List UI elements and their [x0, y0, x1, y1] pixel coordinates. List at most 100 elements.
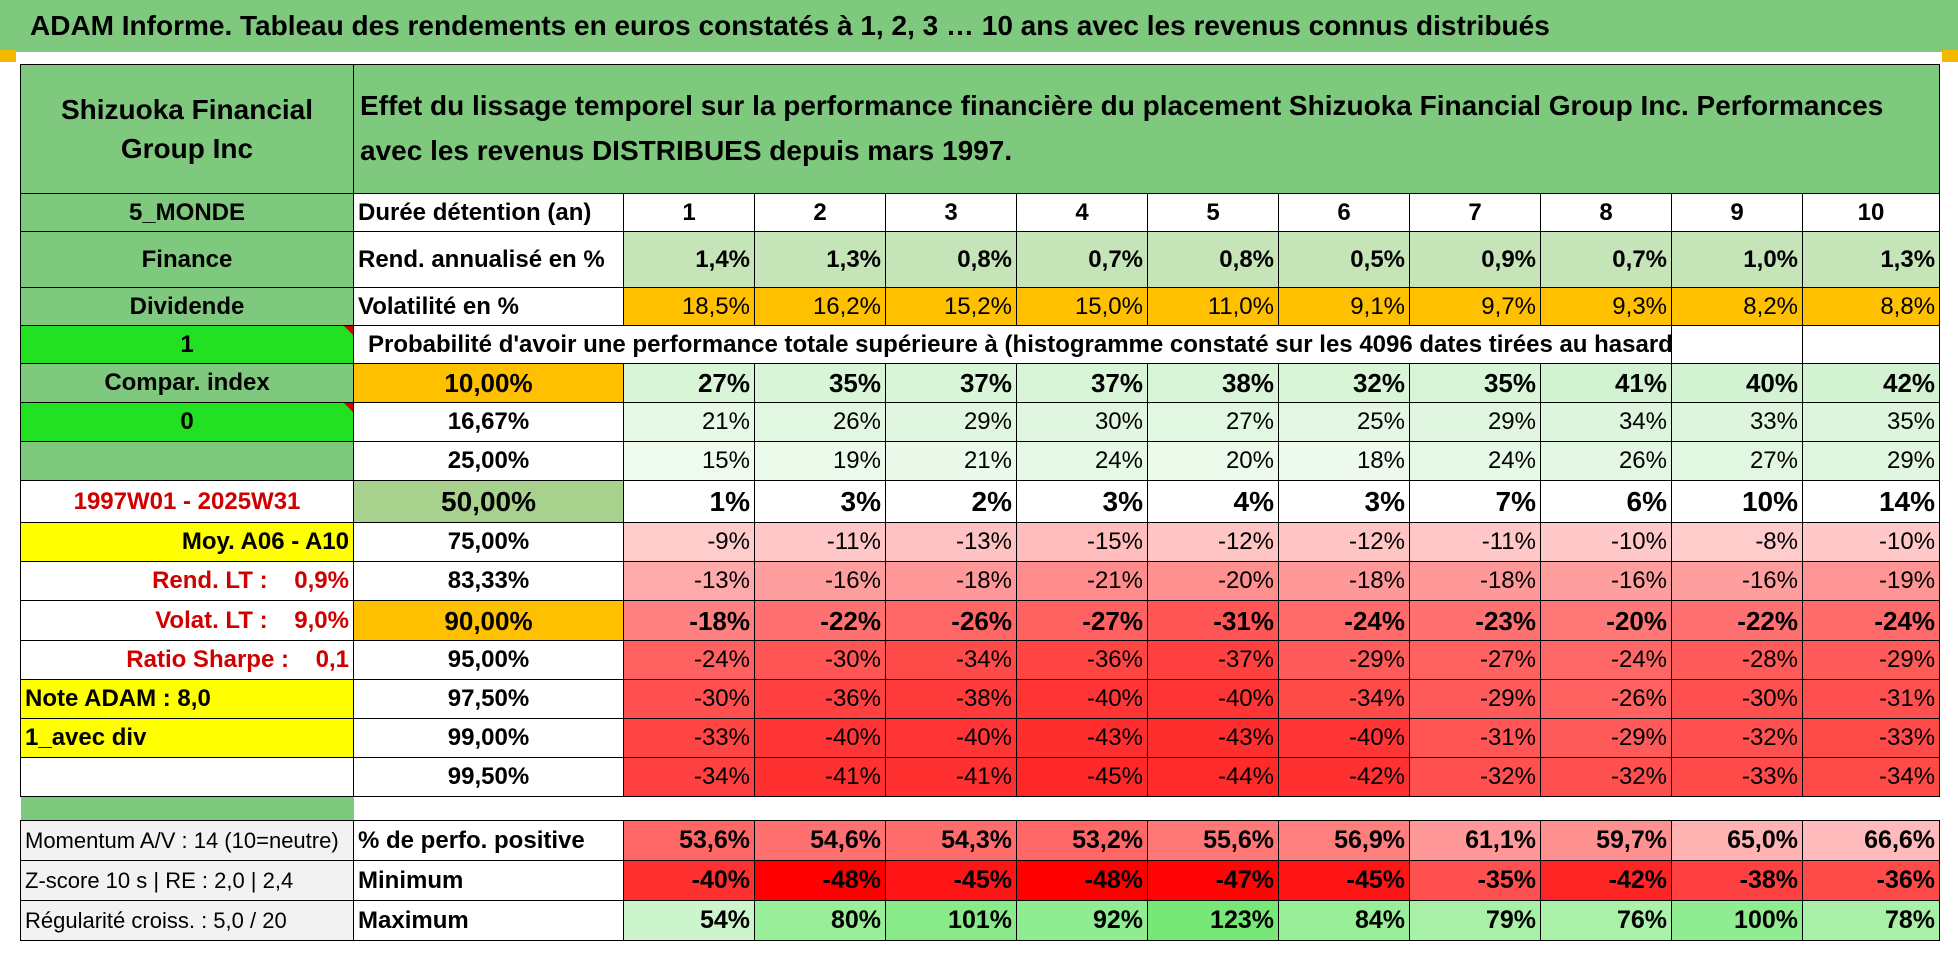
- probability-cell[interactable]: -19%: [1801, 561, 1941, 601]
- year-header-6[interactable]: 6: [1278, 193, 1410, 232]
- stat-cell[interactable]: -36%: [1801, 860, 1941, 901]
- probability-cell[interactable]: -33%: [1671, 757, 1803, 797]
- year-header-10[interactable]: 10: [1801, 193, 1941, 232]
- probability-cell[interactable]: -33%: [623, 718, 755, 758]
- probability-cell[interactable]: -8%: [1671, 522, 1803, 562]
- probability-cell[interactable]: 24%: [1016, 441, 1148, 481]
- probability-cell[interactable]: -22%: [1671, 600, 1803, 641]
- probability-cell[interactable]: 26%: [754, 402, 886, 442]
- probability-threshold[interactable]: 99,00%: [353, 718, 624, 758]
- probability-cell[interactable]: -34%: [885, 640, 1017, 680]
- stat-cell[interactable]: -42%: [1540, 860, 1672, 901]
- probability-cell[interactable]: -27%: [1016, 600, 1148, 641]
- probability-cell[interactable]: -31%: [1409, 718, 1541, 758]
- probability-cell[interactable]: 42%: [1801, 363, 1941, 403]
- stat-cell[interactable]: 55,6%: [1147, 820, 1279, 861]
- year-header-7[interactable]: 7: [1409, 193, 1541, 232]
- probability-cell[interactable]: 1%: [623, 480, 755, 523]
- probability-cell[interactable]: -18%: [1278, 561, 1410, 601]
- rendement-cell[interactable]: 0,7%: [1016, 231, 1148, 288]
- left-info-cell[interactable]: Note ADAM : 8,0: [20, 679, 354, 719]
- probability-cell[interactable]: -12%: [1278, 522, 1410, 562]
- probability-cell[interactable]: -40%: [754, 718, 886, 758]
- probability-cell[interactable]: -16%: [1540, 561, 1672, 601]
- type-cell[interactable]: Dividende: [20, 287, 354, 326]
- probability-cell[interactable]: 35%: [754, 363, 886, 403]
- row-label-rendement[interactable]: Rend. annualisé en %: [353, 231, 624, 288]
- volatilite-cell[interactable]: 9,3%: [1540, 287, 1672, 326]
- probability-cell[interactable]: -36%: [754, 679, 886, 719]
- probability-cell[interactable]: 27%: [1147, 402, 1279, 442]
- probability-cell[interactable]: -12%: [1147, 522, 1279, 562]
- stat-cell[interactable]: 101%: [885, 900, 1017, 941]
- stat-cell[interactable]: 53,2%: [1016, 820, 1148, 861]
- probability-cell[interactable]: 3%: [1278, 480, 1410, 523]
- probability-cell[interactable]: -32%: [1671, 718, 1803, 758]
- probability-cell[interactable]: -37%: [1147, 640, 1279, 680]
- probability-cell[interactable]: 15%: [623, 441, 755, 481]
- probability-cell[interactable]: -28%: [1671, 640, 1803, 680]
- empty-cell[interactable]: [1801, 325, 1941, 364]
- probability-cell[interactable]: -13%: [885, 522, 1017, 562]
- probability-cell[interactable]: -34%: [1278, 679, 1410, 719]
- probability-cell[interactable]: -33%: [1801, 718, 1941, 758]
- probability-cell[interactable]: -24%: [1540, 640, 1672, 680]
- stat-label[interactable]: Minimum: [353, 860, 624, 901]
- probability-cell[interactable]: -43%: [1016, 718, 1148, 758]
- probability-cell[interactable]: 41%: [1540, 363, 1672, 403]
- probability-cell[interactable]: -40%: [885, 718, 1017, 758]
- table-description[interactable]: Effet du lissage temporel sur la perform…: [352, 64, 1941, 194]
- stat-cell[interactable]: -47%: [1147, 860, 1279, 901]
- year-header-5[interactable]: 5: [1147, 193, 1279, 232]
- probability-cell[interactable]: -42%: [1278, 757, 1410, 797]
- stat-cell[interactable]: 66,6%: [1801, 820, 1941, 861]
- probability-cell[interactable]: 38%: [1147, 363, 1279, 403]
- stat-cell[interactable]: -48%: [1016, 860, 1148, 901]
- left-info-cell[interactable]: Compar. index: [20, 363, 354, 403]
- probability-threshold[interactable]: 95,00%: [353, 640, 624, 680]
- volatilite-cell[interactable]: 15,0%: [1016, 287, 1148, 326]
- stat-cell[interactable]: 92%: [1016, 900, 1148, 941]
- rendement-cell[interactable]: 1,4%: [623, 231, 755, 288]
- probability-cell[interactable]: 32%: [1278, 363, 1410, 403]
- stat-label[interactable]: % de perfo. positive: [353, 820, 624, 861]
- probability-cell[interactable]: -16%: [1671, 561, 1803, 601]
- volatilite-cell[interactable]: 15,2%: [885, 287, 1017, 326]
- probability-cell[interactable]: -26%: [885, 600, 1017, 641]
- selector-cell[interactable]: 1: [20, 325, 354, 364]
- probability-cell[interactable]: -13%: [623, 561, 755, 601]
- probability-cell[interactable]: 34%: [1540, 402, 1672, 442]
- probability-cell[interactable]: -18%: [885, 561, 1017, 601]
- probability-cell[interactable]: 37%: [1016, 363, 1148, 403]
- probability-cell[interactable]: -41%: [885, 757, 1017, 797]
- probability-cell[interactable]: 29%: [1409, 402, 1541, 442]
- volatilite-cell[interactable]: 8,2%: [1671, 287, 1803, 326]
- left-info-cell[interactable]: 0: [20, 402, 354, 442]
- probability-cell[interactable]: -27%: [1409, 640, 1541, 680]
- probability-cell[interactable]: -24%: [1801, 600, 1941, 641]
- probability-cell[interactable]: -10%: [1801, 522, 1941, 562]
- rendement-cell[interactable]: 0,9%: [1409, 231, 1541, 288]
- year-header-3[interactable]: 3: [885, 193, 1017, 232]
- stat-cell[interactable]: -45%: [885, 860, 1017, 901]
- rendement-cell[interactable]: 0,8%: [885, 231, 1017, 288]
- volatilite-cell[interactable]: 11,0%: [1147, 287, 1279, 326]
- stat-cell[interactable]: 53,6%: [623, 820, 755, 861]
- stat-cell[interactable]: -35%: [1409, 860, 1541, 901]
- probability-cell[interactable]: 21%: [885, 441, 1017, 481]
- probability-cell[interactable]: -32%: [1540, 757, 1672, 797]
- stat-cell[interactable]: 61,1%: [1409, 820, 1541, 861]
- probability-cell[interactable]: -30%: [754, 640, 886, 680]
- probability-cell[interactable]: 25%: [1278, 402, 1410, 442]
- probability-cell[interactable]: -40%: [1278, 718, 1410, 758]
- row-label-volatilite[interactable]: Volatilité en %: [353, 287, 624, 326]
- stat-cell[interactable]: 54%: [623, 900, 755, 941]
- stat-cell[interactable]: 80%: [754, 900, 886, 941]
- rendement-cell[interactable]: 1,3%: [1801, 231, 1941, 288]
- probability-cell[interactable]: -30%: [1671, 679, 1803, 719]
- probability-cell[interactable]: -38%: [885, 679, 1017, 719]
- probability-cell[interactable]: 35%: [1801, 402, 1941, 442]
- volatilite-cell[interactable]: 16,2%: [754, 287, 886, 326]
- left-info-cell[interactable]: 1_avec div: [20, 718, 354, 758]
- probability-cell[interactable]: -31%: [1801, 679, 1941, 719]
